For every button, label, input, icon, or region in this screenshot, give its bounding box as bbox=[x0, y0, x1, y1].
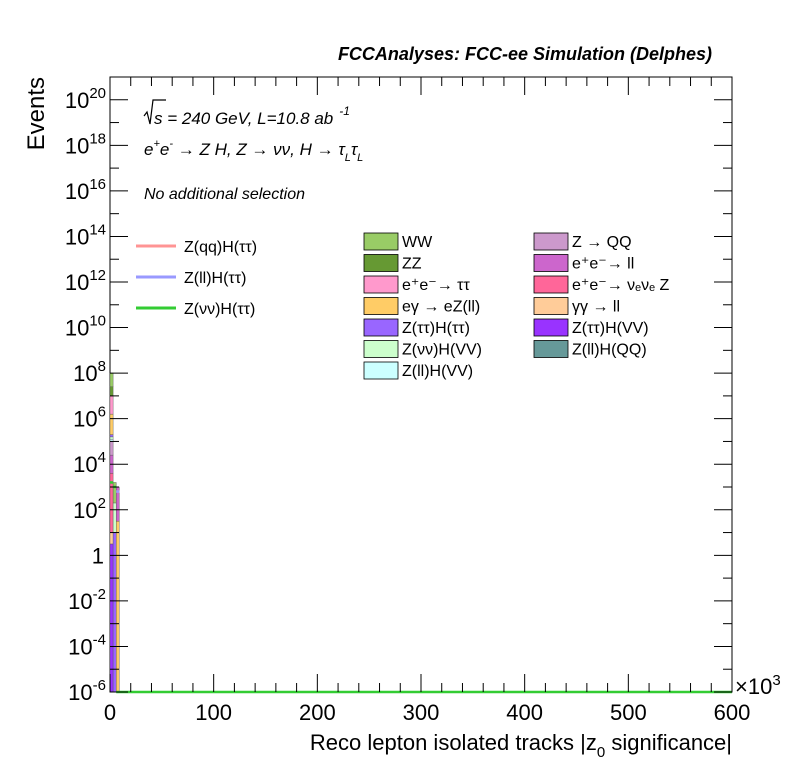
legend-signal-label: Z(ll)H(ττ) bbox=[184, 270, 246, 287]
y-tick-label: 10-2 bbox=[68, 586, 106, 614]
legend-background-label: WW bbox=[402, 234, 433, 251]
legend-background-label: Z(νν)H(VV) bbox=[402, 342, 482, 359]
bar-bin1-z-h- bbox=[112, 532, 117, 693]
y-tick-label: 1018 bbox=[65, 130, 106, 158]
bar-bin0-z-h-vv- bbox=[109, 436, 114, 440]
bar-bin2-e-ez-ll- bbox=[116, 520, 120, 693]
x-tick-label: 200 bbox=[299, 700, 336, 725]
x-tick-label: 0 bbox=[104, 700, 116, 725]
legend-swatch bbox=[363, 297, 399, 315]
legend-background-label: Z(ττ)H(VV) bbox=[572, 320, 649, 337]
svg-text:s = 240 GeV, L=10.8 ab-1: s = 240 GeV, L=10.8 ab -1 bbox=[154, 104, 350, 128]
legend-background-label: e⁺e⁻→ ll bbox=[572, 256, 634, 273]
legend-swatch bbox=[533, 340, 569, 358]
y-axis-label: Events bbox=[23, 77, 50, 150]
legend-swatch bbox=[363, 275, 399, 294]
selection-annotation: No additional selection bbox=[144, 186, 305, 203]
bar-bin0-z-qq bbox=[109, 441, 114, 456]
bar-bin0--ll bbox=[109, 532, 114, 545]
x-tick-label: 100 bbox=[195, 700, 232, 725]
legend-background-label: Z(ττ)H(ττ) bbox=[402, 320, 470, 337]
svg-text:e+e- → Z H, Z → νν, H → τLτL: e+e- → Z H, Z → νν, H → τLτL bbox=[144, 138, 363, 164]
legend-signal-label: Z(qq)H(ττ) bbox=[184, 239, 257, 256]
legend-background-label: e⁺e⁻→ ττ bbox=[402, 277, 470, 294]
energy-annotation: s = 240 GeV, L=10.8 ab -1 bbox=[143, 99, 350, 128]
bar-bin0-z-h-vv- bbox=[109, 543, 114, 693]
y-tick-label: 106 bbox=[73, 404, 106, 432]
legend-background-label: ZZ bbox=[402, 256, 422, 273]
x-axis-label: Reco lepton isolated tracks |z0 signific… bbox=[310, 730, 732, 761]
y-tick-label: 1014 bbox=[65, 221, 106, 249]
x-tick-label: 400 bbox=[506, 700, 543, 725]
x-tick-label: 500 bbox=[610, 700, 647, 725]
x-axis-ticks: 0 100 200 300 400 500 600 bbox=[104, 77, 750, 725]
y-tick-label: 104 bbox=[73, 449, 106, 477]
y-tick-label: 1010 bbox=[65, 313, 106, 341]
legend-swatch bbox=[363, 232, 399, 251]
x-axis-multiplier: ×103 bbox=[735, 672, 781, 699]
legend-swatch bbox=[363, 318, 399, 337]
legend-swatch bbox=[363, 361, 399, 380]
legend-background-label: γγ → ll bbox=[572, 299, 620, 316]
legend-swatch bbox=[533, 318, 569, 337]
x-tick-label: 600 bbox=[714, 700, 751, 725]
bar-bin0-e-ez-ll- bbox=[109, 413, 114, 435]
bar-bin0-ww bbox=[109, 372, 114, 387]
legend-swatch bbox=[533, 275, 569, 294]
legend-background-label: e⁺e⁻→ νₑνₑ Z bbox=[572, 277, 669, 294]
legend-background-label: eγ → eZ(ll) bbox=[402, 299, 480, 316]
bar-bin0-e-e- bbox=[109, 395, 114, 415]
legend-background-label: Z → QQ bbox=[572, 234, 632, 251]
legend-swatch bbox=[533, 254, 569, 272]
legend-background-label: Z(ll)H(VV) bbox=[402, 363, 473, 380]
y-tick-label: 10-4 bbox=[68, 631, 106, 659]
y-tick-label: 1020 bbox=[65, 85, 106, 113]
legend-swatch bbox=[533, 232, 569, 251]
plot-frame bbox=[109, 76, 733, 693]
chart-title: FCCAnalyses: FCC-ee Simulation (Delphes) bbox=[338, 44, 712, 64]
y-tick-label: 1012 bbox=[65, 267, 106, 295]
y-tick-label: 1016 bbox=[65, 176, 106, 204]
y-tick-label: 102 bbox=[73, 495, 106, 523]
bar-bin1-ww bbox=[112, 482, 117, 504]
signal-lines bbox=[110, 481, 732, 694]
x-tick-label: 300 bbox=[403, 700, 440, 725]
legend-signal-label: Z(νν)H(ττ) bbox=[184, 301, 255, 318]
y-axis-ticks: 1020 1018 1016 1014 1012 1010 108 106 104 102 1 10-… bbox=[65, 76, 732, 705]
legend-swatch bbox=[533, 297, 569, 315]
legend-swatch bbox=[363, 340, 399, 358]
bar-bin0-z-h- bbox=[109, 434, 114, 438]
y-tick-label: 1 bbox=[92, 543, 104, 568]
y-tick-label: 10-6 bbox=[68, 677, 106, 705]
legend-background-label: Z(ll)H(QQ) bbox=[572, 342, 647, 359]
legend-swatch bbox=[363, 254, 399, 272]
process-annotation: e+e- → Z H, Z → νν, H → τLτL bbox=[144, 138, 363, 164]
legend: Z(qq)H(ττ) Z(ll)H(ττ) Z(νν)H(ττ) WW ZZ e⁺e⁻→ … bbox=[136, 232, 669, 380]
bar-bin0-zz bbox=[109, 386, 114, 397]
bar-bin1-z-h-vv- bbox=[112, 502, 117, 533]
y-tick-label: 108 bbox=[73, 358, 106, 386]
